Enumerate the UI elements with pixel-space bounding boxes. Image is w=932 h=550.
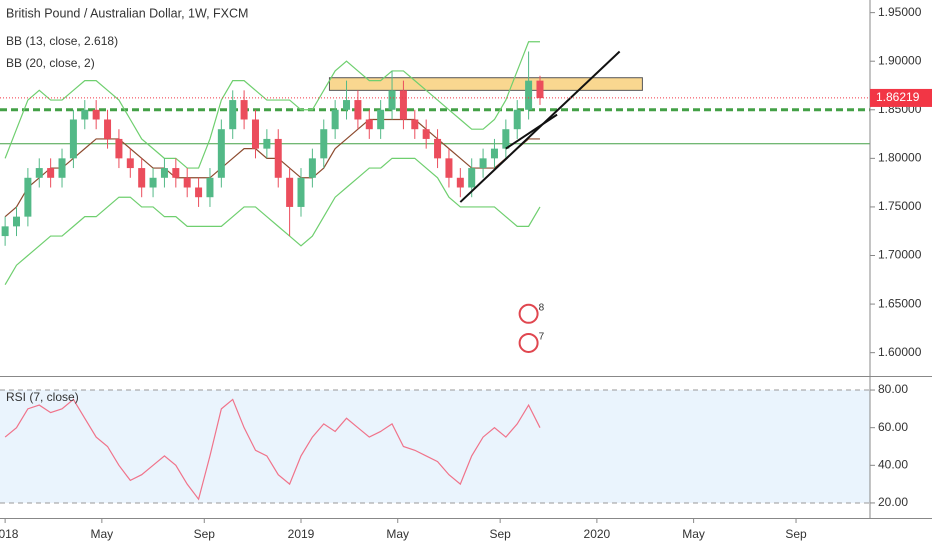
x-tick-label: May <box>91 527 114 541</box>
event-icon <box>518 303 539 324</box>
x-tick-label: 2018 <box>0 527 19 541</box>
y-tick-label: 1.60000 <box>878 345 922 359</box>
y-tick-label: 1.70000 <box>878 248 922 262</box>
y-tick-label: 80.00 <box>878 382 908 396</box>
candle-body <box>138 168 146 188</box>
x-tick-label: May <box>386 527 409 541</box>
candle-body <box>331 109 339 130</box>
candle-body <box>24 177 32 217</box>
candle-body <box>479 158 487 169</box>
candle-body <box>274 138 282 178</box>
candle-body <box>195 187 203 198</box>
candle-body <box>115 138 123 159</box>
candle-body <box>206 177 214 198</box>
bollinger-line <box>4 118 540 218</box>
candle-body <box>490 148 498 159</box>
candle-body <box>47 168 55 178</box>
candle-body <box>286 177 294 207</box>
bollinger-line <box>4 157 541 285</box>
candle-body <box>1 226 9 237</box>
y-tick-label: 1.75000 <box>878 199 922 213</box>
candle-body <box>69 119 77 159</box>
candle-body <box>81 109 89 120</box>
x-tick-label: Sep <box>785 527 807 541</box>
candle-body <box>217 129 225 178</box>
candle-body <box>263 138 271 149</box>
candle-body <box>365 119 373 130</box>
candle-body <box>388 90 396 110</box>
rsi-title: RSI (7, close) <box>6 390 79 404</box>
candle-body <box>343 100 351 110</box>
x-tick-label: 2020 <box>584 527 611 541</box>
candle-body <box>58 158 66 178</box>
y-tick-label: 60.00 <box>878 420 908 434</box>
candle-body <box>377 109 385 130</box>
candle-body <box>229 100 237 130</box>
candle-body <box>183 177 191 188</box>
candle-body <box>422 129 430 139</box>
candle-body <box>468 168 476 188</box>
last-price-box <box>870 88 932 107</box>
trendline <box>505 113 558 150</box>
y-tick-label: 20.00 <box>878 495 908 509</box>
x-tick-label: Sep <box>489 527 511 541</box>
y-tick-label: 1.65000 <box>878 296 922 310</box>
indicator-label: BB (13, close, 2.618) <box>6 34 118 48</box>
x-tick-label: May <box>682 527 705 541</box>
plot: 87 <box>0 41 870 504</box>
candle-body <box>172 168 180 178</box>
last-price-label: 1.86219 <box>876 90 920 104</box>
candle-body <box>126 158 134 169</box>
candle-body <box>354 100 362 120</box>
candle-body <box>149 177 157 188</box>
x-tick-label: 2019 <box>288 527 315 541</box>
candle-body <box>92 109 100 120</box>
y-tick-label: 1.90000 <box>878 53 922 67</box>
rsi-line <box>4 398 541 501</box>
candle-body <box>411 119 419 130</box>
candle-body <box>513 109 521 130</box>
candle-body <box>104 119 112 139</box>
candle-body <box>160 168 168 178</box>
candle-body <box>434 138 442 159</box>
y-tick-label: 1.80000 <box>878 151 922 165</box>
candle-body <box>240 100 248 120</box>
candle-body <box>308 158 316 178</box>
y-tick-label: 40.00 <box>878 457 908 471</box>
event-icon <box>518 332 539 353</box>
chart-title: British Pound / Australian Dollar, 1W, F… <box>6 6 248 20</box>
event-label: 7 <box>539 332 545 343</box>
x-tick-label: Sep <box>194 527 216 541</box>
event-label: 8 <box>539 302 545 313</box>
candle-body <box>13 216 21 227</box>
candle-body <box>320 129 328 159</box>
bollinger-line <box>4 41 540 169</box>
candle-body <box>251 119 259 149</box>
candle-body <box>35 168 43 178</box>
candle-body <box>297 177 305 207</box>
candle-body <box>536 80 544 99</box>
resistance-zone <box>328 77 643 91</box>
candle-body <box>456 177 464 188</box>
candle-body <box>502 129 510 149</box>
rsi-band <box>0 390 870 503</box>
indicator-label: BB (20, close, 2) <box>6 56 95 70</box>
candle-body <box>399 90 407 120</box>
y-tick-label: 1.95000 <box>878 5 922 19</box>
candle-body <box>445 158 453 178</box>
candle-body <box>525 80 533 110</box>
